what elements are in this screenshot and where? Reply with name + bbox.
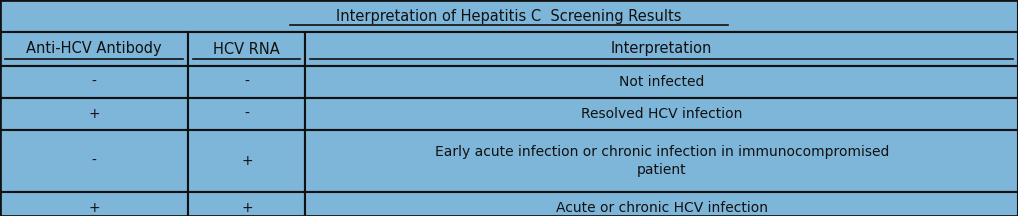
Text: Not infected: Not infected <box>619 75 704 89</box>
Bar <box>305 32 1018 66</box>
Text: Anti-HCV Antibody: Anti-HCV Antibody <box>26 41 162 57</box>
Bar <box>0 0 1018 32</box>
Text: +: + <box>241 201 252 215</box>
Bar <box>0 32 188 66</box>
Bar <box>188 130 305 192</box>
Bar <box>305 130 1018 192</box>
Text: -: - <box>244 107 249 121</box>
Bar <box>188 32 305 66</box>
Bar <box>0 98 188 130</box>
Text: Interpretation: Interpretation <box>611 41 713 57</box>
Bar <box>0 192 188 216</box>
Text: +: + <box>89 201 100 215</box>
Text: Interpretation of Hepatitis C  Screening Results: Interpretation of Hepatitis C Screening … <box>336 8 682 24</box>
Bar <box>188 66 305 98</box>
Text: Early acute infection or chronic infection in immunocompromised
patient: Early acute infection or chronic infecti… <box>435 145 889 177</box>
Bar <box>0 66 188 98</box>
Text: +: + <box>89 107 100 121</box>
Bar <box>305 98 1018 130</box>
Text: -: - <box>92 154 97 168</box>
Text: Acute or chronic HCV infection: Acute or chronic HCV infection <box>556 201 768 215</box>
Text: -: - <box>92 75 97 89</box>
Text: -: - <box>244 75 249 89</box>
Bar <box>305 192 1018 216</box>
Bar <box>0 130 188 192</box>
Text: HCV RNA: HCV RNA <box>214 41 280 57</box>
Text: +: + <box>241 154 252 168</box>
Bar <box>305 66 1018 98</box>
Text: Resolved HCV infection: Resolved HCV infection <box>581 107 742 121</box>
Bar <box>188 192 305 216</box>
Bar <box>188 98 305 130</box>
